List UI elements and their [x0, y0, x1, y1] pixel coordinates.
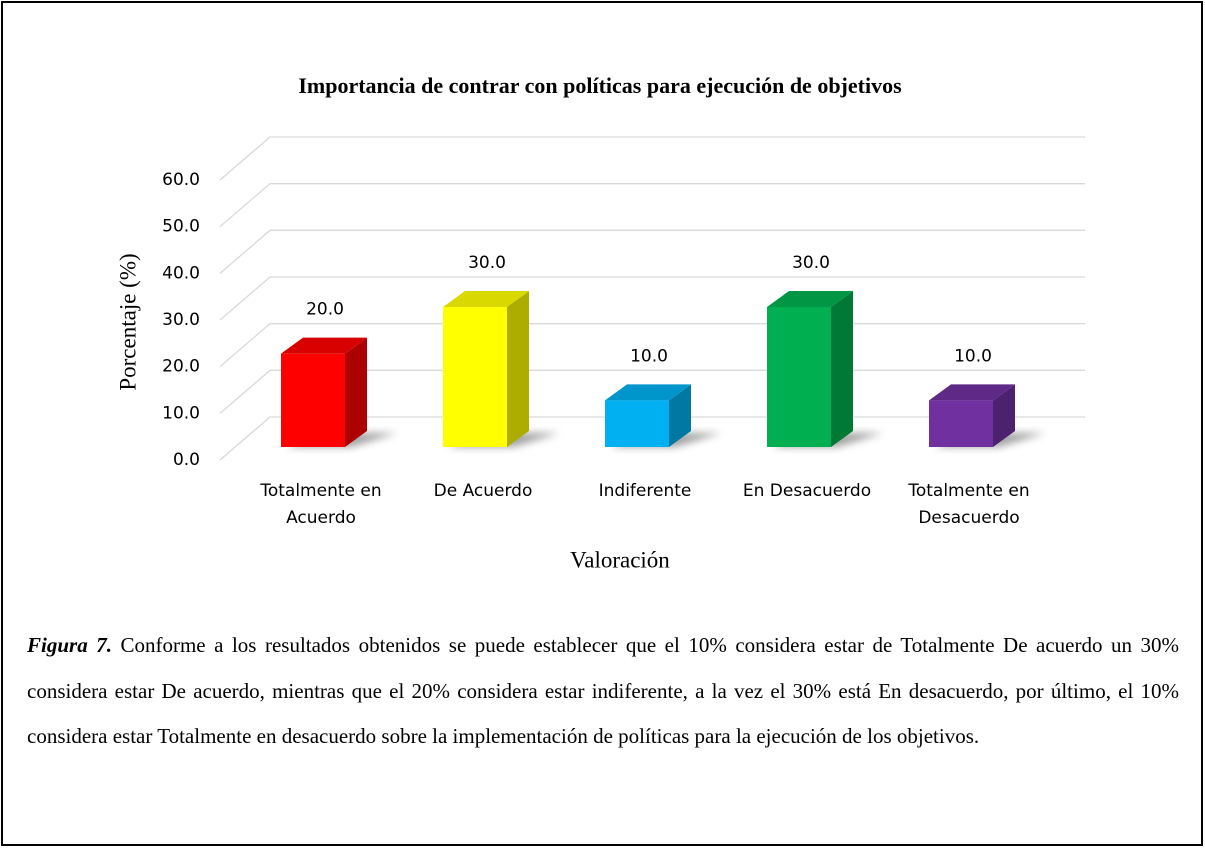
bar-top: [605, 384, 691, 401]
bar: [443, 307, 507, 447]
y-tick-label: 20.0: [162, 357, 200, 377]
bar-top: [443, 291, 529, 307]
y-tick-label: 0.0: [173, 450, 200, 470]
y-tick-label: 40.0: [162, 263, 200, 283]
grid-line: [219, 276, 1085, 321]
caption-label: Figura 7.: [27, 633, 112, 657]
y-tick-label: 60.0: [162, 170, 200, 190]
bar-side: [831, 291, 853, 447]
chart-title: Importancia de contrar con políticas par…: [298, 73, 902, 98]
caption-text: Conforme a los resultados obtenidos se p…: [27, 633, 1179, 748]
bar: [767, 307, 831, 447]
bar-top: [767, 291, 853, 307]
x-tick-label: Totalmente en Desacuerdo: [908, 481, 1030, 528]
x-tick-label: De Acuerdo: [433, 481, 533, 501]
data-label: 30.0: [468, 253, 506, 273]
data-label: 10.0: [954, 346, 992, 366]
bar: [929, 400, 993, 447]
bar: [281, 353, 345, 447]
y-tick-label: 50.0: [162, 217, 200, 237]
bar-side: [993, 384, 1015, 447]
bar: [605, 400, 669, 447]
caption: Figura 7. Conforme a los resultados obte…: [27, 623, 1179, 760]
y-tick-label: 30.0: [162, 310, 200, 330]
data-label: 20.0: [306, 300, 344, 320]
y-tick-label: 10.0: [162, 403, 200, 423]
grid-line: [219, 136, 1085, 181]
x-tick-label: En Desacuerdo: [742, 481, 872, 501]
grid-line: [219, 229, 1085, 274]
bar-top: [929, 384, 1015, 401]
data-label: 30.0: [792, 253, 830, 273]
bar-side: [507, 291, 529, 447]
x-axis-label: Valoración: [570, 547, 670, 572]
bar-side: [345, 337, 367, 447]
bar-side: [669, 384, 691, 447]
x-tick-label: Totalmente en Acuerdo: [260, 481, 382, 528]
bar-top: [281, 337, 367, 354]
grid-line: [219, 183, 1085, 228]
y-axis-label: Porcentaje (%): [115, 253, 140, 390]
x-tick-label: Indiferente: [598, 481, 692, 501]
data-label: 10.0: [630, 346, 668, 366]
